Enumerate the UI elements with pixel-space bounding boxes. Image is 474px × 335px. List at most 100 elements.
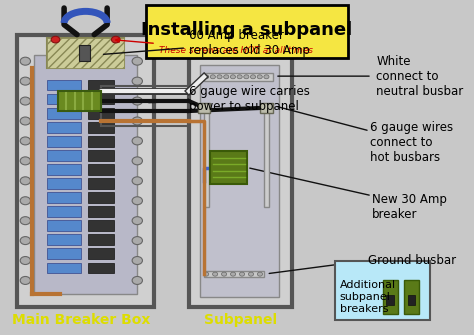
Bar xyxy=(198,103,210,113)
FancyBboxPatch shape xyxy=(146,5,348,58)
Text: 6 gauge wire carries
power to subpanel: 6 gauge wire carries power to subpanel xyxy=(149,85,310,113)
Bar xyxy=(100,86,189,126)
Bar xyxy=(47,108,82,119)
Circle shape xyxy=(20,177,30,185)
Bar xyxy=(335,261,430,320)
Bar xyxy=(34,55,137,294)
Circle shape xyxy=(257,75,262,79)
Circle shape xyxy=(20,97,30,105)
Bar xyxy=(88,192,114,203)
Bar xyxy=(404,280,419,314)
Bar xyxy=(47,38,124,68)
Bar xyxy=(47,150,82,161)
Bar xyxy=(189,55,292,307)
Circle shape xyxy=(20,157,30,165)
Bar xyxy=(47,192,82,203)
Bar xyxy=(47,249,82,259)
Circle shape xyxy=(210,75,216,79)
Circle shape xyxy=(132,97,143,105)
Circle shape xyxy=(257,272,263,276)
Text: Additional
subpanel
breakers: Additional subpanel breakers xyxy=(339,280,396,314)
Text: New 30 Amp
breaker: New 30 Amp breaker xyxy=(372,193,447,221)
Bar xyxy=(88,94,114,105)
Bar xyxy=(47,80,82,90)
Circle shape xyxy=(212,272,218,276)
Bar xyxy=(47,122,82,133)
Circle shape xyxy=(244,75,249,79)
Bar xyxy=(47,178,82,189)
Circle shape xyxy=(237,75,242,79)
Circle shape xyxy=(132,197,143,205)
Circle shape xyxy=(250,75,255,79)
Circle shape xyxy=(20,276,30,284)
Circle shape xyxy=(51,36,60,43)
Bar xyxy=(47,136,82,147)
Text: Subpanel: Subpanel xyxy=(204,313,277,327)
Circle shape xyxy=(20,217,30,225)
Text: These screws are HOT at all times: These screws are HOT at all times xyxy=(116,39,313,55)
Circle shape xyxy=(132,57,143,65)
Circle shape xyxy=(132,276,143,284)
Circle shape xyxy=(20,257,30,265)
Circle shape xyxy=(132,177,143,185)
Text: Main Breaker Box: Main Breaker Box xyxy=(12,313,151,327)
Circle shape xyxy=(20,137,30,145)
Circle shape xyxy=(132,117,143,125)
Bar xyxy=(260,103,273,113)
Text: White
connect to
neutral busbar: White connect to neutral busbar xyxy=(376,55,464,97)
Circle shape xyxy=(20,117,30,125)
Bar xyxy=(204,73,273,81)
Bar xyxy=(47,234,82,245)
Circle shape xyxy=(111,36,120,43)
Circle shape xyxy=(132,77,143,85)
Text: Installing a subpanel: Installing a subpanel xyxy=(141,21,353,39)
Circle shape xyxy=(20,57,30,65)
Bar xyxy=(88,164,114,175)
Circle shape xyxy=(248,272,254,276)
Bar xyxy=(264,108,269,207)
Bar xyxy=(17,35,155,307)
Circle shape xyxy=(203,272,209,276)
Bar xyxy=(58,91,100,111)
Bar xyxy=(79,45,90,61)
Circle shape xyxy=(132,237,143,245)
Bar xyxy=(47,220,82,231)
Bar xyxy=(47,263,82,273)
Bar xyxy=(88,178,114,189)
Circle shape xyxy=(20,237,30,245)
Bar xyxy=(204,108,209,207)
Bar xyxy=(47,94,82,105)
Circle shape xyxy=(203,75,209,79)
Circle shape xyxy=(132,157,143,165)
Bar xyxy=(88,234,114,245)
Circle shape xyxy=(221,272,227,276)
Circle shape xyxy=(230,272,236,276)
Bar xyxy=(88,220,114,231)
Bar xyxy=(204,271,264,277)
Circle shape xyxy=(224,75,229,79)
Circle shape xyxy=(20,197,30,205)
Bar xyxy=(47,164,82,175)
Bar xyxy=(210,151,247,184)
Bar xyxy=(47,206,82,217)
Circle shape xyxy=(239,272,245,276)
Bar xyxy=(386,295,394,306)
Bar xyxy=(88,249,114,259)
Bar xyxy=(88,122,114,133)
Text: 60 Amp breaker
replaces old 30 Amp: 60 Amp breaker replaces old 30 Amp xyxy=(103,29,310,57)
Text: Ground busbar: Ground busbar xyxy=(368,254,456,267)
Circle shape xyxy=(20,77,30,85)
Circle shape xyxy=(132,137,143,145)
Bar xyxy=(383,280,398,314)
Bar xyxy=(88,80,114,90)
Bar xyxy=(88,263,114,273)
Circle shape xyxy=(264,75,269,79)
Bar xyxy=(88,150,114,161)
Bar xyxy=(88,108,114,119)
Circle shape xyxy=(132,257,143,265)
Bar xyxy=(88,206,114,217)
Text: 6 gauge wires
connect to
hot busbars: 6 gauge wires connect to hot busbars xyxy=(370,121,453,164)
Circle shape xyxy=(217,75,222,79)
Circle shape xyxy=(230,75,236,79)
Circle shape xyxy=(132,217,143,225)
